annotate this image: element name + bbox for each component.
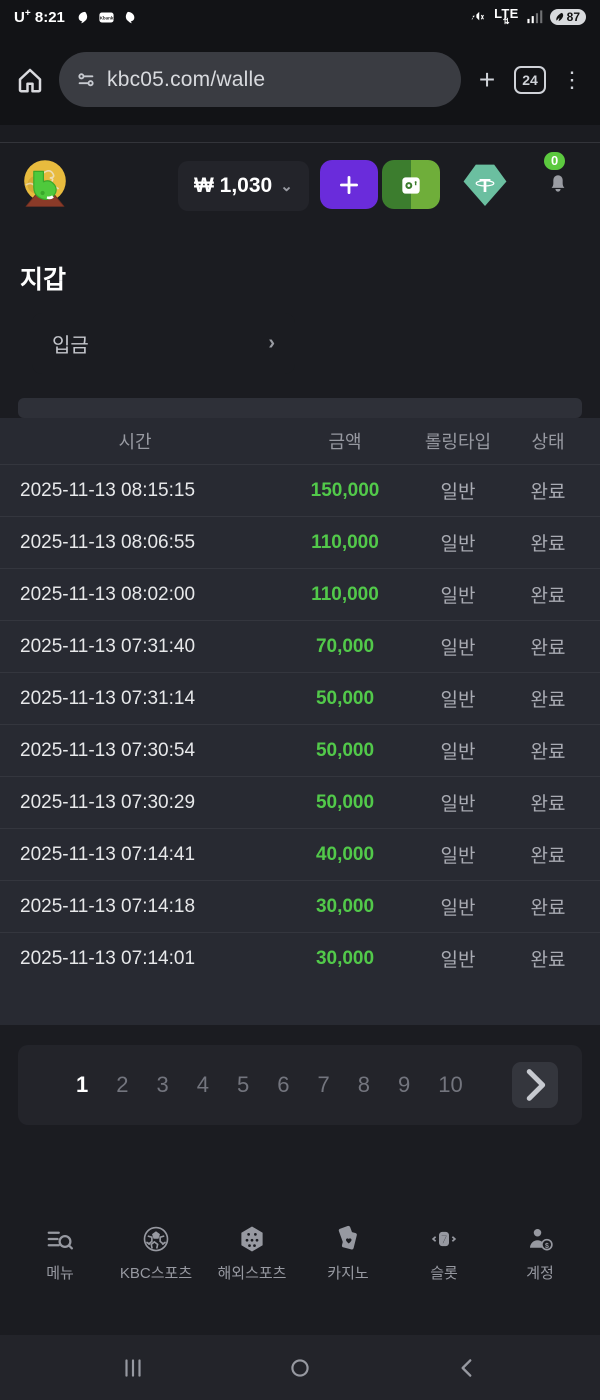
svg-text:Kbank: Kbank [100, 15, 114, 20]
svg-text:$: $ [545, 1242, 549, 1249]
